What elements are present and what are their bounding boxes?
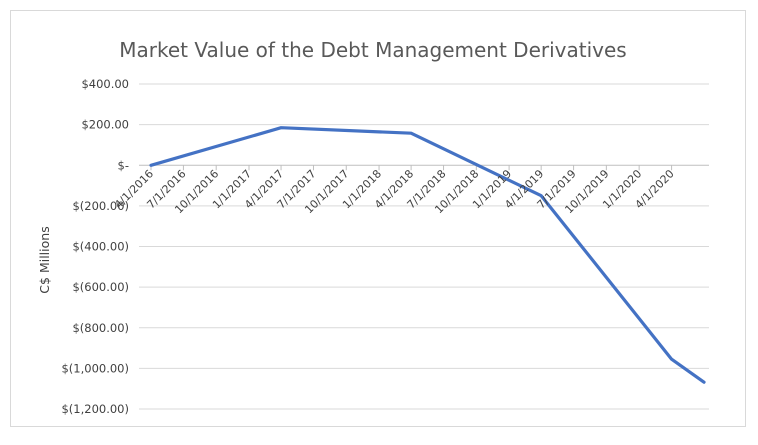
line-chart: Market Value of the Debt Management Deri…: [37, 38, 709, 416]
y-tick-label: $(1,200.00): [61, 402, 129, 416]
chart-title: Market Value of the Debt Management Deri…: [119, 38, 626, 62]
y-tick-label: $400.00: [81, 77, 129, 91]
y-tick-label: $(400.00): [72, 240, 129, 254]
y-tick-label: $(800.00): [72, 321, 129, 335]
gridlines: [139, 83, 709, 410]
series-layer: [149, 126, 706, 384]
x-axis-ticks: 4/1/20167/1/201610/1/20161/1/20174/1/201…: [112, 167, 677, 216]
y-axis-ticks: $400.00 $200.00 $- $(200.00) $(400.00) $(600.…: [61, 77, 129, 416]
y-tick-label: $-: [118, 158, 129, 172]
y-axis-title: C$ Millions: [37, 226, 52, 293]
y-tick-label: $(200.00): [72, 199, 129, 213]
y-tick-label: $(600.00): [72, 280, 129, 294]
series-line: [149, 126, 706, 384]
chart-area: Market Value of the Debt Management Deri…: [10, 10, 746, 427]
y-tick-label: $(1,000.00): [61, 361, 129, 375]
y-tick-label: $200.00: [81, 118, 129, 132]
